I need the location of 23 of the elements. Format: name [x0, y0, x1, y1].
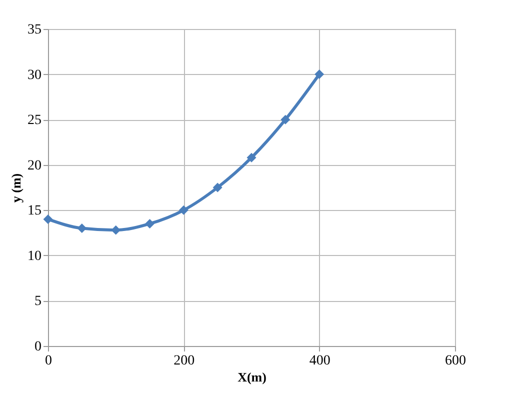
point: [280, 114, 290, 124]
point: [314, 70, 324, 80]
point: [212, 182, 222, 192]
point: [178, 205, 188, 215]
y-tick-label: 15: [28, 204, 42, 219]
point: [77, 224, 87, 233]
y-tick-label: 35: [28, 22, 42, 38]
point: [111, 225, 121, 235]
x-tick-label: 600: [445, 354, 466, 368]
y-tick-label: 20: [28, 158, 42, 174]
y-tick-label: 25: [28, 113, 42, 128]
y-tick-label: 30: [28, 68, 42, 83]
y-tick-label: 0: [34, 340, 42, 354]
point: [246, 152, 256, 162]
y-tick-label: 5: [34, 294, 42, 310]
x-tick-label: 400: [309, 354, 330, 368]
point: [145, 218, 154, 228]
y-axis-title: y (m): [8, 173, 24, 203]
y-tick-label: 10: [28, 248, 42, 264]
x-tick-label: 0: [45, 354, 52, 368]
point: [43, 214, 53, 224]
x-tick-label: 200: [174, 354, 195, 368]
x-axis-title: X(m): [238, 370, 266, 384]
